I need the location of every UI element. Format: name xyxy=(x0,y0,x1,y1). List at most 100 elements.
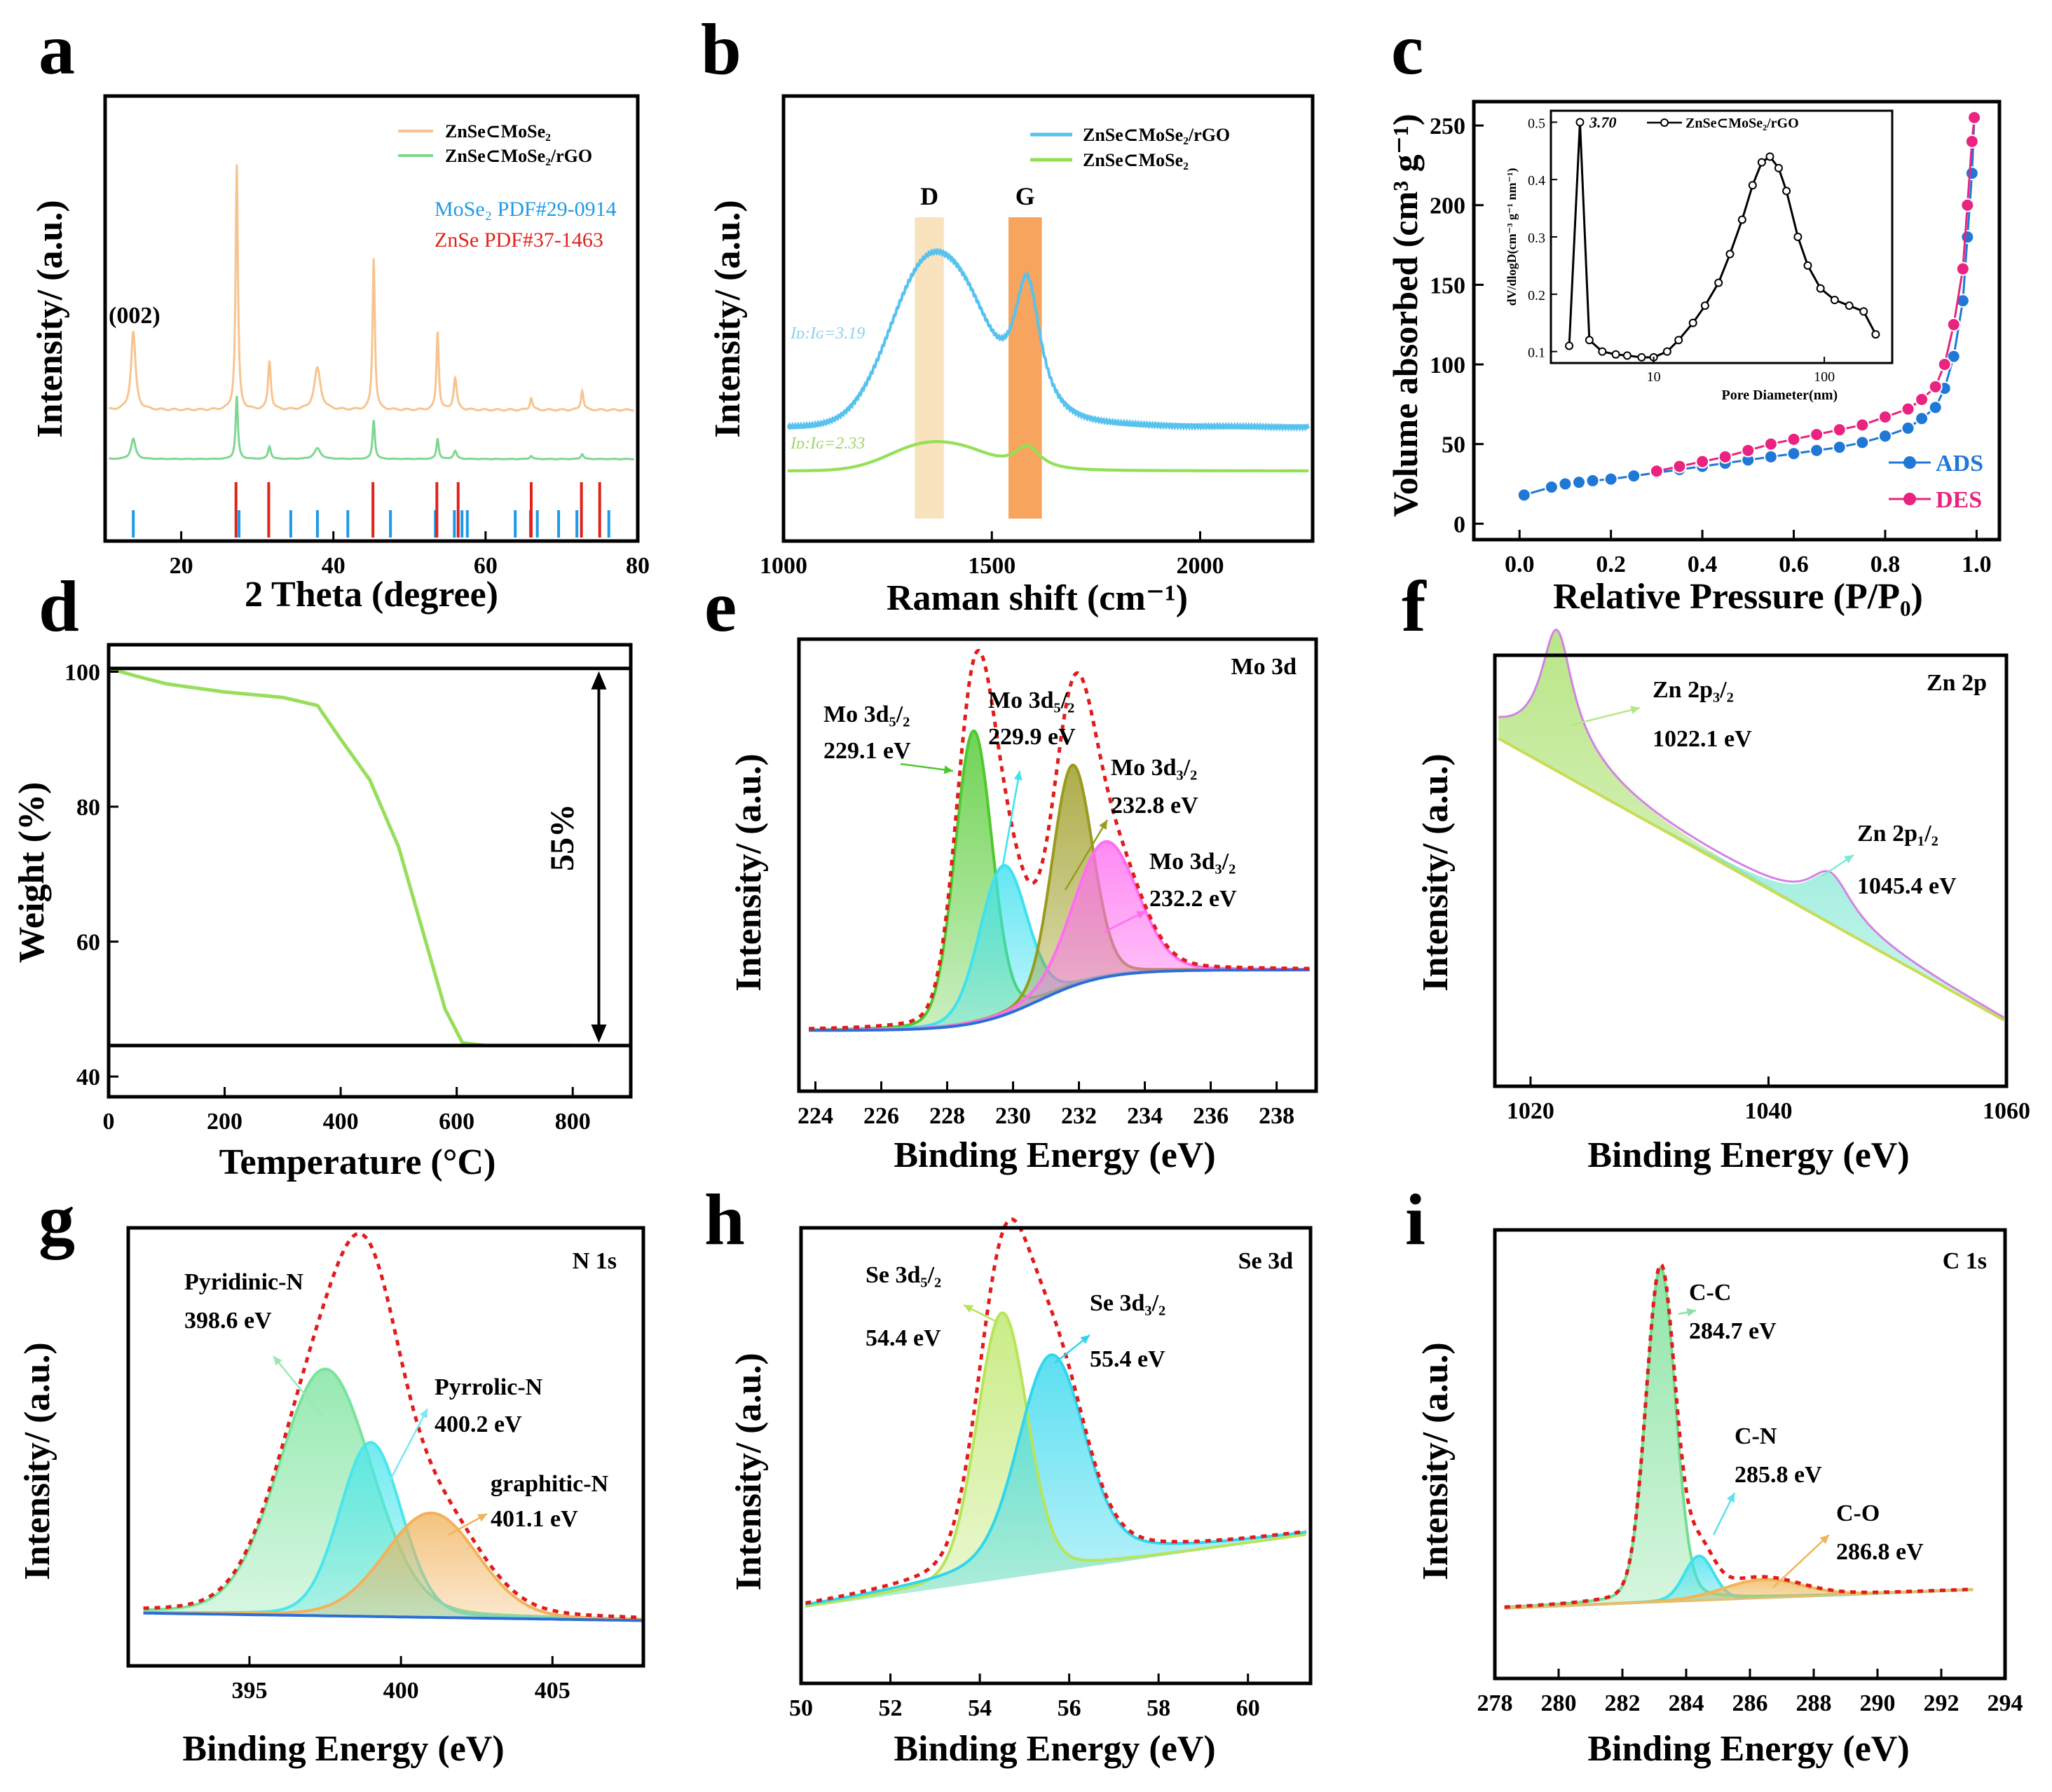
y-axis-c-tick-label: 250 xyxy=(1430,114,1465,139)
x-axis-b-tick-label: 1500 xyxy=(968,553,1015,579)
data-point-DES xyxy=(1649,464,1664,479)
pdf-label: ZnSe PDF#37-1463 xyxy=(435,228,603,252)
peak-value: 285.8 eV xyxy=(1735,1462,1822,1488)
data-point-DES xyxy=(1672,459,1687,474)
x-axis-d-tick-label: 0 xyxy=(103,1109,115,1135)
x-axis-a-tick-label: 20 xyxy=(170,553,193,579)
legend-label: ADS xyxy=(1936,451,1983,477)
x-axis-c-tick-label: 0.0 xyxy=(1505,552,1535,577)
inset-data-point xyxy=(1725,249,1735,259)
peak-label: C-O xyxy=(1836,1500,1880,1526)
data-point-ADS xyxy=(1915,411,1929,426)
y-axis-label: Intensity/ (a.u.) xyxy=(708,200,748,437)
inset-data-point xyxy=(1774,163,1783,172)
band-G xyxy=(1008,217,1042,519)
inset-frame xyxy=(1550,109,1894,364)
x-axis-f-tick-label: 1020 xyxy=(1507,1098,1554,1124)
x-axis-f-tick-label: 1040 xyxy=(1744,1098,1792,1124)
panel-letter-g: g xyxy=(39,1179,75,1260)
x-axis-i-tick-label: 282 xyxy=(1605,1690,1641,1716)
y-axis-d-tick-label: 100 xyxy=(64,660,100,686)
data-point-ADS xyxy=(1763,449,1778,464)
y-axis-c-tick-label: 0 xyxy=(1454,512,1465,538)
y-axis-label: Intensity/ (a.u.) xyxy=(729,753,769,991)
envelope-line xyxy=(1498,629,2005,1019)
peak-value: 284.7 eV xyxy=(1689,1318,1777,1344)
peak-label: Se 3d₅/₂ xyxy=(866,1262,941,1288)
peak-area xyxy=(143,1442,644,1621)
annotation-arrowhead xyxy=(1686,1308,1696,1317)
y-axis-d-tick-label: 80 xyxy=(76,795,100,821)
data-point-DES xyxy=(1855,418,1870,432)
data-point-DES xyxy=(1718,449,1732,464)
data-point-ADS xyxy=(1928,400,1943,415)
inset-data-point xyxy=(1830,296,1839,304)
background-line xyxy=(1504,1588,1974,1610)
x-axis-h-tick-label: 52 xyxy=(879,1695,903,1721)
data-point-ADS xyxy=(1627,469,1641,484)
annotation: 55% xyxy=(544,804,581,871)
legend-label: ZnSe⊂MoSe₂ xyxy=(445,121,551,142)
inset-data-point xyxy=(1748,181,1757,190)
annotation: (002) xyxy=(109,303,160,329)
x-axis-i-tick-label: 290 xyxy=(1860,1690,1896,1716)
envelope-line xyxy=(143,1231,643,1620)
plot-frame xyxy=(126,1226,645,1668)
x-axis-label: Binding Energy (eV) xyxy=(894,1135,1215,1175)
x-axis-a-tick-label: 60 xyxy=(474,553,498,579)
peak-value: 229.1 eV xyxy=(823,738,911,764)
x-axis-i-tick-label: 278 xyxy=(1477,1690,1513,1716)
data-point-DES xyxy=(1937,357,1952,371)
x-axis-label: Binding Energy (eV) xyxy=(1587,1135,1909,1175)
annotation-arrowhead xyxy=(943,765,953,774)
inset-data-point xyxy=(1622,351,1632,360)
annotation-arrowhead xyxy=(1726,1493,1735,1503)
panel-label: Se 3d xyxy=(1238,1248,1294,1274)
annotation-arrow xyxy=(1772,1534,1830,1588)
data-point-ADS xyxy=(1786,446,1801,461)
peak-label: Mo 3d₅/₂ xyxy=(988,688,1074,713)
x-axis-h-tick-label: 54 xyxy=(968,1695,992,1721)
peak-label: Mo 3d₅/₂ xyxy=(823,702,910,727)
legend-marker xyxy=(1903,493,1916,505)
x-axis-i-tick-label: 292 xyxy=(1924,1690,1959,1716)
data-point-ADS xyxy=(1572,475,1586,490)
inset-data-point xyxy=(1737,215,1746,224)
inset-tick-label: 100 xyxy=(1814,369,1835,385)
background-line xyxy=(1498,737,2005,1022)
x-axis-c-tick-label: 0.8 xyxy=(1870,552,1901,577)
plot-frame xyxy=(799,1226,1313,1685)
span-arrowhead xyxy=(591,1024,607,1043)
inset-data-point xyxy=(1859,307,1868,316)
annotation-arrow xyxy=(1001,770,1021,870)
annotation-arrowhead xyxy=(273,1356,282,1366)
peak-line xyxy=(805,1311,1306,1608)
panel-letter-d: d xyxy=(39,566,79,647)
y-axis-label: Intensity/ (a.u.) xyxy=(1416,1342,1456,1580)
inset-tick-label: 0.2 xyxy=(1528,288,1545,303)
x-axis-i-tick-label: 284 xyxy=(1669,1690,1704,1716)
y-axis-c-tick-label: 150 xyxy=(1430,273,1465,299)
peak-label: graphitic-N xyxy=(491,1471,609,1497)
x-axis-e-tick-label: 234 xyxy=(1127,1103,1163,1129)
inset-data-point xyxy=(1700,301,1709,310)
data-point-DES xyxy=(1832,423,1847,437)
inset-data-point xyxy=(1662,347,1671,356)
panel-letter-h: h xyxy=(704,1179,745,1260)
x-axis-c-tick-label: 1.0 xyxy=(1962,552,1992,577)
inset-data-point xyxy=(1598,347,1607,356)
inset-x-axis-label: Pore Diameter(nm) xyxy=(1722,388,1838,403)
annotation-arrowhead xyxy=(1080,1335,1090,1344)
data-point-DES xyxy=(1928,379,1943,394)
x-axis-i-tick-label: 288 xyxy=(1796,1690,1832,1716)
panel-letter-c: c xyxy=(1391,9,1423,90)
x-axis-e-tick-label: 224 xyxy=(798,1103,833,1129)
x-axis-e-tick-label: 230 xyxy=(995,1103,1031,1129)
plot-frame xyxy=(781,94,1315,543)
panel-letter-a: a xyxy=(39,9,75,90)
peak-value: 1022.1 eV xyxy=(1653,726,1752,752)
peak-label: Mo 3d₃/₂ xyxy=(1149,849,1236,875)
data-point-DES xyxy=(1901,402,1915,416)
series-line-ZnSe⊂MoSe₂/rGO xyxy=(109,395,634,460)
